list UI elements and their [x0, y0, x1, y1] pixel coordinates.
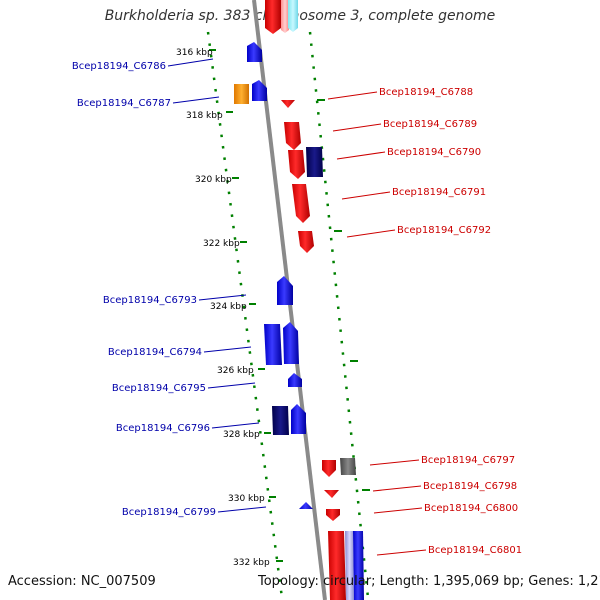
- scale-label: 320 kbp: [195, 175, 232, 185]
- gene-arrow-C6798[interactable]: [324, 490, 339, 498]
- gene-label[interactable]: Bcep18194_C6799: [122, 507, 216, 518]
- scale-label: 316 kbp: [176, 48, 213, 58]
- gene-label[interactable]: Bcep18194_C6791: [392, 187, 486, 198]
- gene-arrow-C6788[interactable]: [281, 100, 295, 108]
- gene-label[interactable]: Bcep18194_C6796: [116, 423, 210, 434]
- gene-label[interactable]: Bcep18194_C6801: [428, 545, 522, 556]
- scale-label: 318 kbp: [186, 111, 223, 121]
- gene-arrow-C6794b[interactable]: [283, 322, 299, 364]
- gene-arrow-C6790-dark[interactable]: [306, 147, 323, 177]
- gene-arrow-C6801[interactable]: [328, 531, 346, 600]
- gene-label[interactable]: Bcep18194_C6798: [423, 481, 517, 492]
- gene-arrow-C6786[interactable]: [247, 42, 262, 62]
- gene-arrow-C6793[interactable]: [277, 276, 293, 305]
- leader-lines: [167, 58, 427, 556]
- gene-arrow-C6794a[interactable]: [264, 324, 282, 365]
- genome-summary: Topology: circular; Length: 1,395,069 bp…: [258, 574, 600, 589]
- gene-arrow-C6801-lav[interactable]: [345, 531, 354, 600]
- gene-partial-top[interactable]: [265, 0, 298, 34]
- gene-label[interactable]: Bcep18194_C6792: [397, 225, 491, 236]
- gene-label[interactable]: Bcep18194_C6800: [424, 503, 518, 514]
- gene-arrow-C6799[interactable]: [299, 502, 313, 509]
- gene-labels-right: Bcep18194_C6788 Bcep18194_C6789 Bcep1819…: [379, 87, 522, 556]
- gene-arrow-C6789[interactable]: [284, 122, 301, 150]
- gene-label[interactable]: Bcep18194_C6794: [108, 347, 202, 358]
- gene-label[interactable]: Bcep18194_C6797: [421, 455, 515, 466]
- gene-label[interactable]: Bcep18194_C6793: [103, 295, 197, 306]
- gene-arrow-C6797-grey[interactable]: [340, 458, 356, 475]
- gene-label[interactable]: Bcep18194_C6786: [72, 61, 166, 72]
- genome-title: Burkholderia sp. 383 chromosome 3, compl…: [104, 8, 496, 24]
- scale-ticks: 316 kbp 318 kbp 320 kbp 322 kbp 324 kbp …: [176, 48, 370, 568]
- gene-label[interactable]: Bcep18194_C6790: [387, 147, 481, 158]
- gene-arrow-C6787[interactable]: [252, 80, 267, 101]
- gene-arrow-C6800[interactable]: [326, 509, 340, 521]
- accession-label: Accession: NC_007509: [8, 574, 156, 589]
- scale-label: 326 kbp: [217, 366, 254, 376]
- gene-label[interactable]: Bcep18194_C6789: [383, 119, 477, 130]
- scale-label: 322 kbp: [203, 239, 240, 249]
- gene-arrow-C6791[interactable]: [292, 184, 310, 223]
- gene-arrow-C6801-dark[interactable]: [353, 531, 364, 600]
- scale-label: 332 kbp: [233, 558, 270, 568]
- gene-arrow-C6796[interactable]: [291, 404, 306, 434]
- gene-label[interactable]: Bcep18194_C6787: [77, 98, 171, 109]
- gene-arrow-C6787-orange[interactable]: [234, 84, 249, 104]
- scale-label: 330 kbp: [228, 494, 265, 504]
- gene-label[interactable]: Bcep18194_C6788: [379, 87, 473, 98]
- scale-label: 328 kbp: [223, 430, 260, 440]
- gene-arrow-C6792[interactable]: [298, 231, 314, 253]
- gene-label[interactable]: Bcep18194_C6795: [112, 383, 206, 394]
- scale-label: 324 kbp: [210, 302, 247, 312]
- gene-labels-left: Bcep18194_C6786 Bcep18194_C6787 Bcep1819…: [72, 61, 216, 518]
- gene-arrow-C6790[interactable]: [288, 150, 305, 179]
- gene-arrow-C6796-dark[interactable]: [272, 406, 289, 435]
- gene-arrow-C6795[interactable]: [288, 373, 302, 387]
- gene-arrow-C6797[interactable]: [322, 460, 336, 477]
